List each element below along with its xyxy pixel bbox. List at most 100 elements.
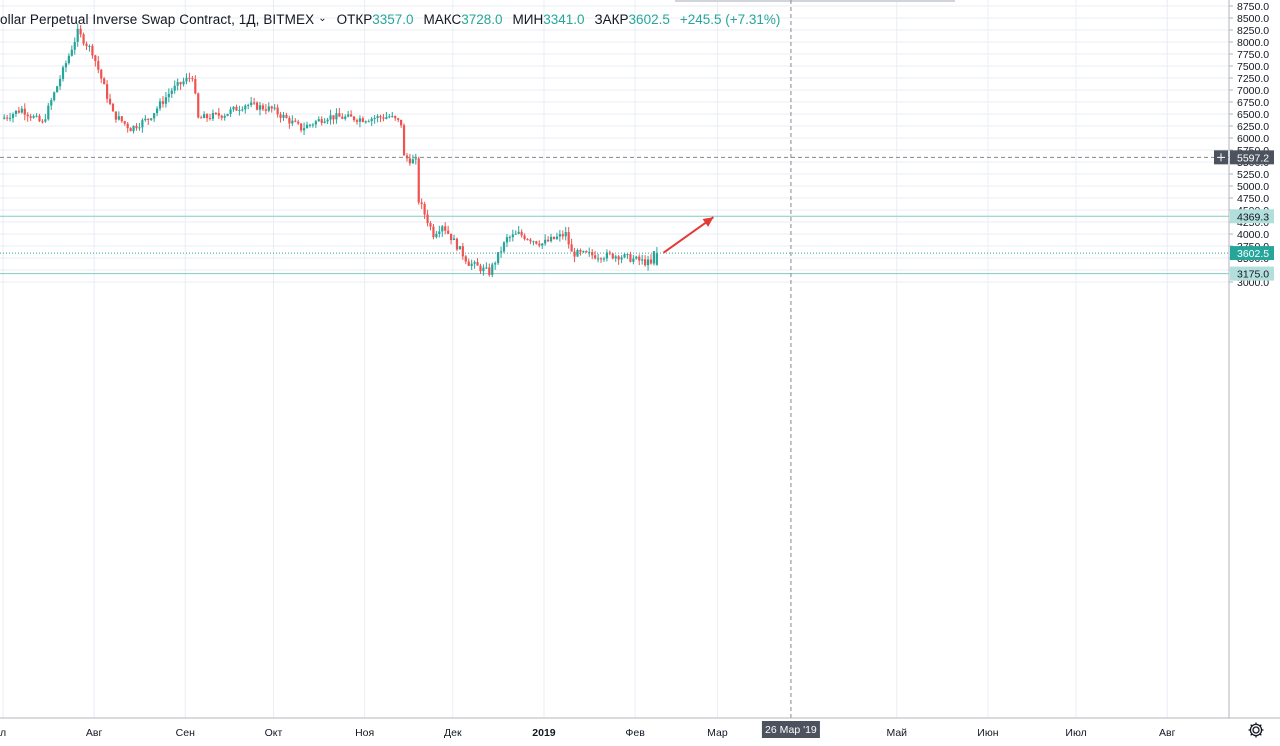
candle-up bbox=[273, 107, 276, 109]
candle-down bbox=[423, 204, 426, 215]
price-axis[interactable]: 8750.08500.08250.08000.07750.07500.07250… bbox=[1228, 0, 1269, 718]
candle-up bbox=[250, 102, 253, 105]
candle-down bbox=[408, 158, 412, 164]
candle-down bbox=[129, 128, 132, 132]
chevron-down-icon[interactable]: ⌄ bbox=[318, 12, 327, 24]
candle-up bbox=[32, 116, 35, 118]
y-tick-label: 8750.0 bbox=[1237, 1, 1269, 13]
candle-down bbox=[649, 259, 653, 264]
candle-down bbox=[38, 115, 41, 122]
candle-down bbox=[579, 250, 582, 252]
change-value: +245.5 (+7.31%) bbox=[679, 11, 781, 27]
candle-up bbox=[73, 41, 76, 50]
x-tick-label: Май bbox=[886, 727, 907, 739]
open-label: ОТКР bbox=[336, 11, 373, 27]
gear-icon[interactable] bbox=[1246, 720, 1266, 740]
trend-arrow-head[interactable] bbox=[702, 217, 714, 227]
candle-down bbox=[394, 116, 397, 119]
candle-up bbox=[626, 254, 629, 256]
symbol-title[interactable]: ollar Perpetual Inverse Swap Contract, 1… bbox=[0, 11, 315, 27]
crosshair-price-tag bbox=[1230, 150, 1274, 165]
candle-up bbox=[620, 257, 623, 260]
candle-up bbox=[391, 116, 394, 118]
candle-down bbox=[123, 121, 126, 124]
candle-up bbox=[8, 117, 12, 119]
candle-down bbox=[279, 114, 282, 118]
candle-up bbox=[138, 127, 141, 129]
horizontal-levels[interactable] bbox=[0, 215, 1229, 275]
top-scrollbar[interactable] bbox=[675, 0, 955, 2]
candle-up bbox=[326, 119, 329, 122]
candle-down bbox=[447, 230, 450, 234]
candle-up bbox=[632, 258, 635, 262]
price-axis-tags: 4369.3 3175.0 3602.5 5597.2 26 Мар '19 bbox=[761, 150, 1274, 738]
candle-down bbox=[523, 235, 526, 240]
candle-up bbox=[76, 28, 79, 42]
candle-down bbox=[79, 28, 82, 35]
candle-down bbox=[255, 102, 259, 110]
candle-up bbox=[505, 237, 509, 243]
candle-up bbox=[258, 105, 262, 110]
candle-up bbox=[373, 118, 376, 120]
plus-icon[interactable] bbox=[1217, 153, 1225, 162]
candle-up bbox=[514, 233, 517, 235]
y-tick-label: 6000.0 bbox=[1237, 133, 1269, 145]
candle-up bbox=[203, 114, 206, 119]
candle-up bbox=[364, 121, 367, 123]
candle-up bbox=[438, 231, 441, 234]
x-tick-label: Июл bbox=[1065, 727, 1086, 739]
candle-down bbox=[535, 241, 538, 244]
time-axis[interactable]: л Авг Сен Окт Ноя Дек 2019 Фев Мар Май Июн Июл Авг bbox=[0, 717, 1280, 739]
y-tick-label: 6500.0 bbox=[1237, 109, 1269, 121]
candle-up bbox=[388, 116, 391, 118]
y-tick-label: 6750.0 bbox=[1237, 97, 1269, 109]
trend-arrow-drawing[interactable] bbox=[662, 216, 715, 254]
candle-down bbox=[23, 108, 26, 115]
candle-down bbox=[200, 117, 203, 119]
candle-up bbox=[367, 121, 370, 123]
candle-up bbox=[170, 90, 173, 94]
candlestick-series bbox=[3, 23, 658, 278]
candle-down bbox=[426, 214, 429, 224]
candle-down bbox=[205, 114, 209, 119]
candle-up bbox=[155, 108, 159, 114]
candle-up bbox=[267, 106, 270, 111]
candle-up bbox=[302, 128, 306, 131]
candle-up bbox=[344, 116, 347, 119]
candle-up bbox=[70, 49, 73, 56]
candle-up bbox=[635, 256, 638, 259]
candle-up bbox=[141, 120, 144, 128]
x-tick-label: Ноя bbox=[355, 727, 374, 739]
candle-up bbox=[144, 118, 147, 121]
open-value: 3357.0 bbox=[372, 11, 414, 27]
candle-up bbox=[596, 258, 600, 260]
candle-up bbox=[458, 246, 461, 250]
candle-down bbox=[379, 116, 382, 118]
candle-down bbox=[26, 114, 29, 117]
candle-up bbox=[485, 267, 488, 269]
candle-up bbox=[558, 234, 561, 237]
candle-down bbox=[567, 232, 570, 245]
candle-up bbox=[329, 115, 332, 120]
trend-arrow-shaft[interactable] bbox=[662, 216, 715, 254]
candle-up bbox=[311, 124, 314, 126]
candle-up bbox=[167, 93, 170, 98]
candle-down bbox=[294, 120, 297, 122]
horizontal-level-tag-label: 3175.0 bbox=[1237, 269, 1269, 281]
candle-up bbox=[238, 110, 241, 112]
candle-up bbox=[497, 252, 500, 264]
candle-down bbox=[467, 261, 470, 266]
candle-down bbox=[97, 60, 100, 70]
candle-up bbox=[291, 120, 294, 124]
candle-up bbox=[473, 262, 476, 264]
candle-up bbox=[358, 118, 362, 122]
y-tick-label: 8000.0 bbox=[1237, 37, 1269, 49]
x-tick-label: л bbox=[0, 727, 6, 739]
candle-up bbox=[452, 238, 456, 241]
x-tick-label: Фев bbox=[625, 727, 645, 739]
horizontal-level-tag bbox=[1230, 266, 1274, 281]
candle-up bbox=[164, 97, 167, 104]
candle-up bbox=[211, 113, 215, 119]
candle-down bbox=[297, 121, 300, 124]
